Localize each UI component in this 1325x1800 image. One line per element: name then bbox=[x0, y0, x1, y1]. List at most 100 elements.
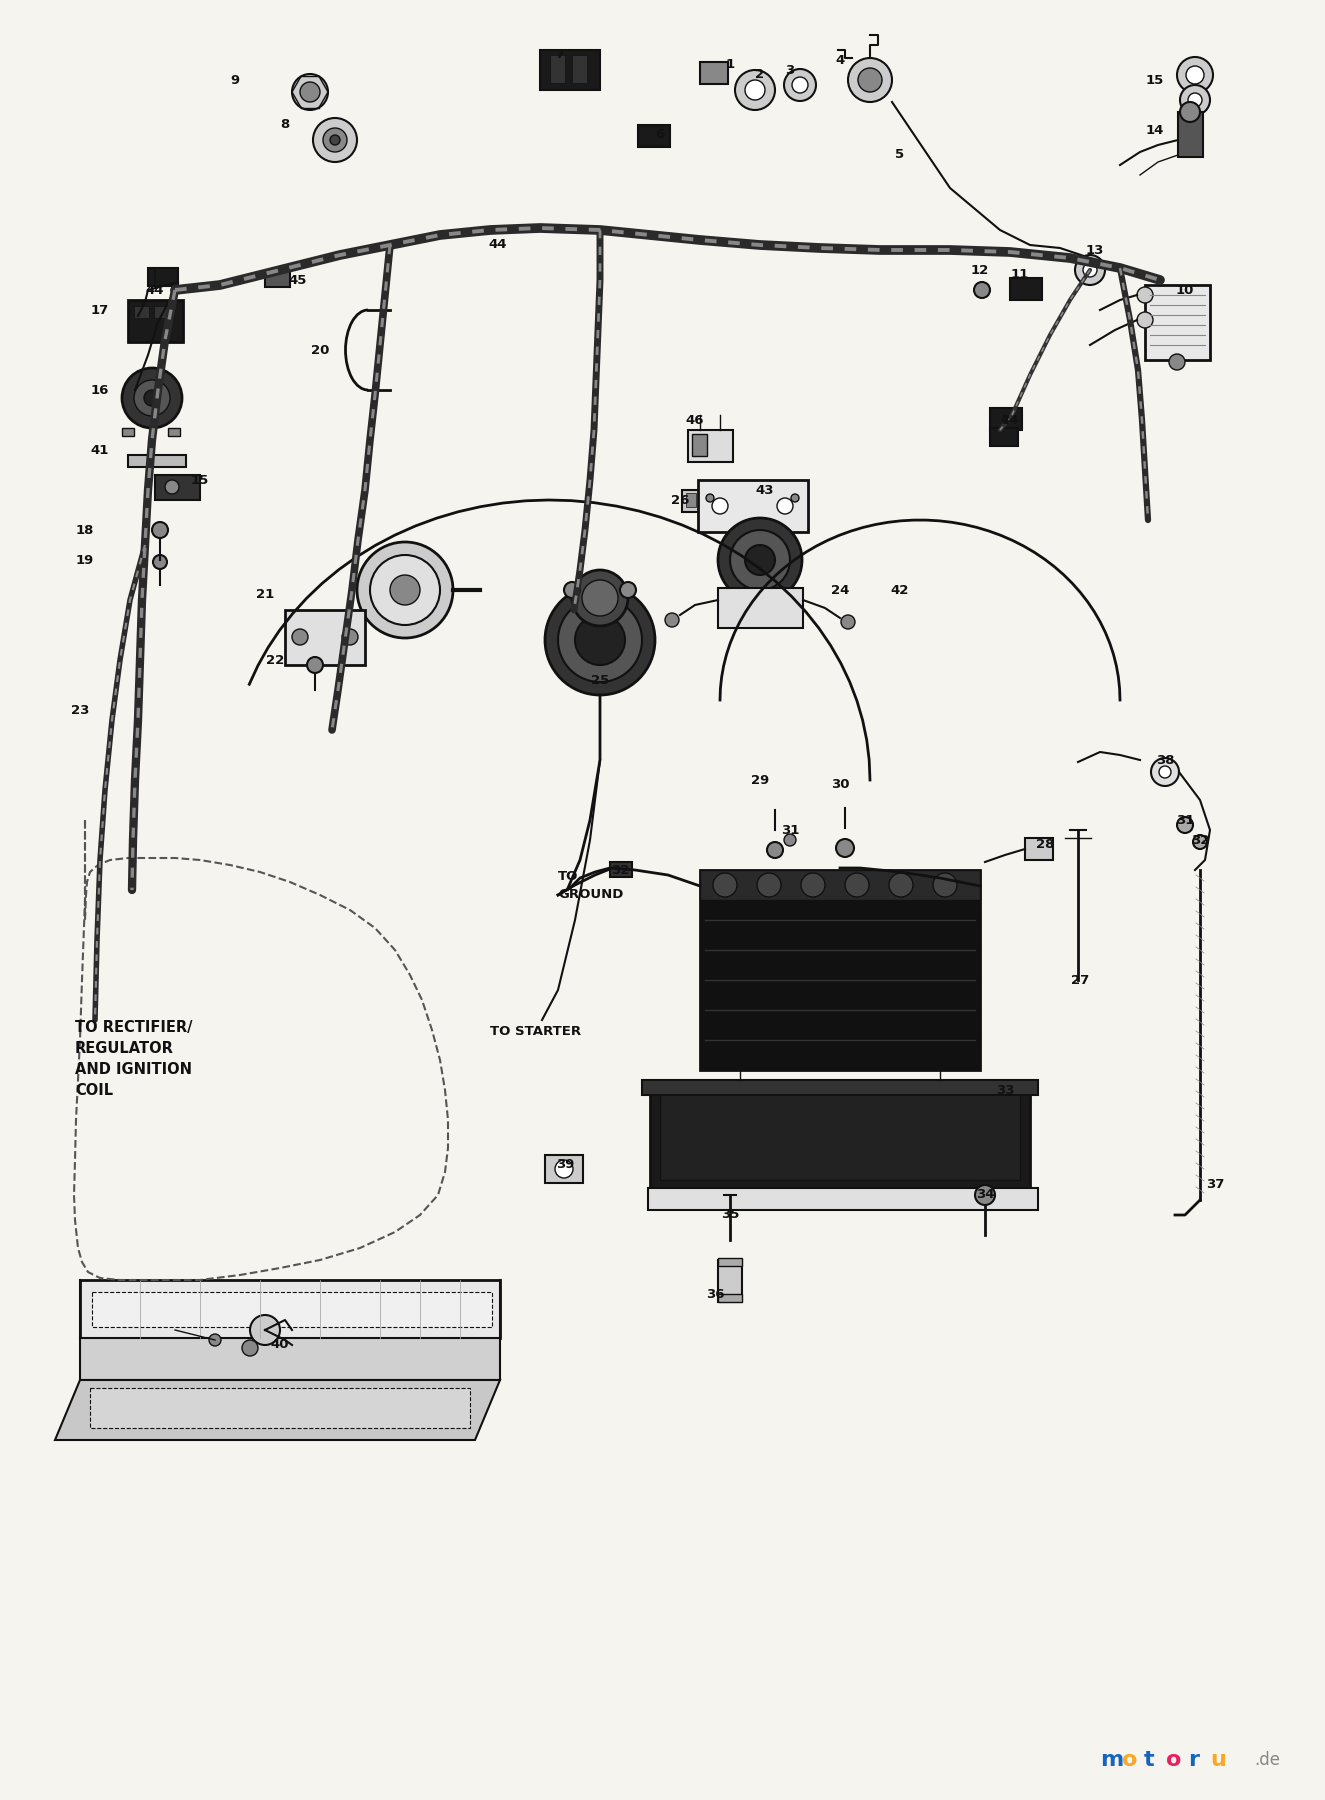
Text: 36: 36 bbox=[706, 1289, 725, 1301]
Bar bbox=[639, 124, 670, 148]
Circle shape bbox=[166, 481, 179, 493]
Text: 45: 45 bbox=[289, 274, 307, 286]
Circle shape bbox=[1151, 758, 1179, 787]
Text: 30: 30 bbox=[831, 778, 849, 792]
Text: 34: 34 bbox=[975, 1188, 994, 1202]
Circle shape bbox=[152, 554, 167, 569]
Circle shape bbox=[342, 628, 358, 644]
Bar bbox=[154, 306, 170, 319]
Text: t: t bbox=[1143, 1750, 1154, 1769]
Bar bbox=[1026, 839, 1053, 860]
Circle shape bbox=[292, 74, 329, 110]
Circle shape bbox=[307, 657, 323, 673]
Circle shape bbox=[144, 391, 160, 407]
Text: u: u bbox=[1210, 1750, 1226, 1769]
Bar bbox=[129, 455, 186, 466]
Bar bbox=[168, 428, 180, 436]
Bar bbox=[572, 56, 587, 83]
Circle shape bbox=[1159, 767, 1171, 778]
Bar bbox=[718, 589, 803, 628]
Circle shape bbox=[152, 522, 168, 538]
Text: TO STARTER: TO STARTER bbox=[490, 1024, 582, 1039]
Text: 44: 44 bbox=[489, 238, 507, 252]
Bar bbox=[1010, 277, 1041, 301]
Text: 31: 31 bbox=[780, 824, 799, 837]
Bar bbox=[80, 1280, 500, 1337]
Circle shape bbox=[620, 581, 636, 598]
Circle shape bbox=[933, 873, 957, 896]
Circle shape bbox=[1181, 103, 1200, 122]
Circle shape bbox=[209, 1334, 221, 1346]
Bar bbox=[91, 1292, 492, 1327]
Text: TO RECTIFIER/
REGULATOR
AND IGNITION
COIL: TO RECTIFIER/ REGULATOR AND IGNITION COI… bbox=[76, 1021, 192, 1098]
Text: 23: 23 bbox=[70, 704, 89, 716]
Circle shape bbox=[713, 873, 737, 896]
Text: 15: 15 bbox=[1146, 74, 1165, 86]
Circle shape bbox=[974, 283, 990, 299]
Text: 11: 11 bbox=[1011, 268, 1030, 281]
Text: 31: 31 bbox=[1175, 814, 1194, 826]
Text: 15: 15 bbox=[191, 473, 209, 486]
Circle shape bbox=[975, 1184, 995, 1204]
Circle shape bbox=[784, 68, 816, 101]
Bar bbox=[541, 50, 600, 90]
Text: 22: 22 bbox=[266, 653, 284, 666]
Circle shape bbox=[784, 833, 796, 846]
Circle shape bbox=[792, 77, 808, 94]
Circle shape bbox=[745, 545, 775, 574]
Text: TO
GROUND: TO GROUND bbox=[558, 869, 623, 902]
Bar bbox=[688, 430, 733, 463]
Bar bbox=[700, 61, 727, 85]
Text: 13: 13 bbox=[1085, 243, 1104, 256]
Circle shape bbox=[745, 79, 765, 101]
Circle shape bbox=[841, 616, 855, 628]
Circle shape bbox=[1083, 263, 1097, 277]
Circle shape bbox=[356, 542, 453, 637]
Bar bbox=[700, 869, 980, 900]
Text: 19: 19 bbox=[76, 554, 94, 567]
Circle shape bbox=[1137, 311, 1153, 328]
Circle shape bbox=[845, 873, 869, 896]
Bar bbox=[122, 428, 134, 436]
Circle shape bbox=[330, 135, 341, 146]
Text: 41: 41 bbox=[91, 443, 109, 457]
Bar bbox=[660, 1091, 1020, 1181]
Text: 4: 4 bbox=[835, 54, 844, 67]
Text: 44: 44 bbox=[1000, 414, 1019, 427]
Bar bbox=[90, 1388, 470, 1427]
Text: 7: 7 bbox=[555, 49, 564, 61]
Bar bbox=[155, 475, 200, 500]
Text: m: m bbox=[1100, 1750, 1124, 1769]
Circle shape bbox=[545, 585, 655, 695]
Bar bbox=[718, 1258, 742, 1265]
Text: 32: 32 bbox=[1191, 833, 1210, 846]
Circle shape bbox=[712, 499, 727, 515]
Circle shape bbox=[730, 529, 790, 590]
Polygon shape bbox=[56, 1381, 500, 1440]
Bar bbox=[129, 301, 183, 342]
Text: 3: 3 bbox=[786, 63, 795, 76]
Circle shape bbox=[558, 598, 643, 682]
Circle shape bbox=[802, 873, 825, 896]
Text: 24: 24 bbox=[831, 583, 849, 596]
Circle shape bbox=[370, 554, 440, 625]
Text: 35: 35 bbox=[721, 1208, 739, 1222]
Circle shape bbox=[1189, 94, 1202, 106]
Bar bbox=[550, 56, 564, 83]
Text: 27: 27 bbox=[1071, 974, 1089, 986]
Bar bbox=[990, 428, 1018, 446]
Circle shape bbox=[564, 581, 580, 598]
Text: 17: 17 bbox=[91, 304, 109, 317]
Bar bbox=[718, 1294, 742, 1301]
Text: 44: 44 bbox=[146, 283, 164, 297]
Circle shape bbox=[1192, 835, 1207, 850]
Circle shape bbox=[665, 614, 678, 626]
Circle shape bbox=[292, 628, 307, 644]
Circle shape bbox=[575, 616, 625, 664]
Circle shape bbox=[323, 128, 347, 151]
Circle shape bbox=[735, 70, 775, 110]
Text: 6: 6 bbox=[656, 128, 665, 142]
Text: 5: 5 bbox=[896, 149, 905, 162]
Text: 2: 2 bbox=[755, 68, 765, 81]
Text: 29: 29 bbox=[751, 774, 768, 787]
